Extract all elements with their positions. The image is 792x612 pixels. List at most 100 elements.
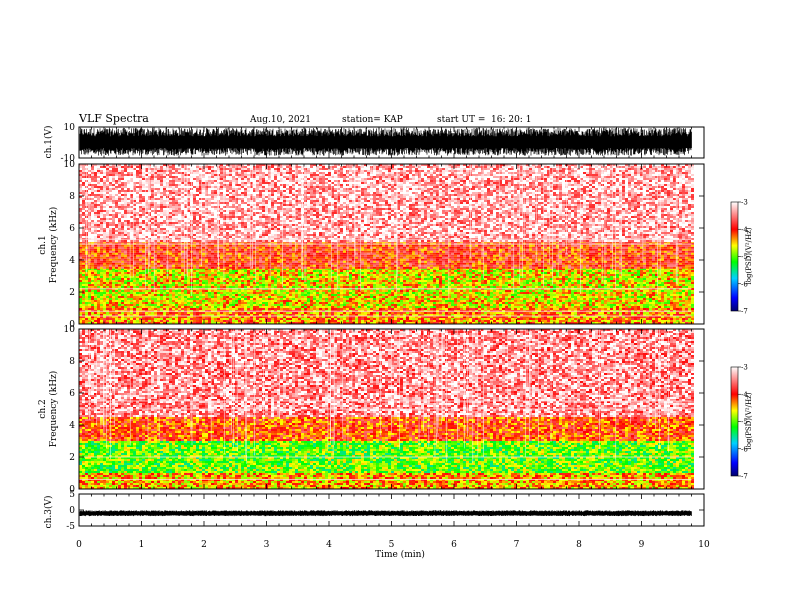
- ch1-spec-cell: [274, 282, 277, 284]
- ch1-spec-cell: [667, 268, 670, 270]
- ch1-spec-cell: [256, 272, 259, 274]
- ch1-spec-cell: [688, 282, 691, 284]
- ch1-spec-cell: [334, 272, 337, 274]
- ch1-spec-cell: [169, 280, 172, 282]
- ch1-spec-cell: [448, 296, 451, 298]
- ch1-spec-cell: [199, 296, 202, 298]
- ch1-spec-cell: [142, 282, 145, 284]
- ch1-spec-cell: [196, 284, 199, 286]
- ch1-spec-cell: [649, 316, 652, 318]
- ch1-spec-cell: [283, 290, 286, 292]
- ch1-spec-cell: [532, 278, 535, 280]
- ch1-spec-cell: [316, 320, 319, 322]
- ch1-spec-cell: [340, 270, 343, 272]
- ch1-spec-cell: [652, 290, 655, 292]
- ch1-spec-cell: [640, 268, 643, 270]
- ch1-spec-cell: [574, 314, 577, 316]
- ch1-spec-cell: [238, 320, 241, 322]
- ch1-spec-cell: [514, 298, 517, 300]
- ch1-spec-cell: [364, 298, 367, 300]
- ch1-spec-cell: [217, 272, 220, 274]
- ch1-spec-cell: [493, 292, 496, 294]
- ch1-spec-cell: [604, 290, 607, 292]
- ch1-spec-cell: [622, 280, 625, 282]
- ch1-spec-cell: [238, 296, 241, 298]
- ch1-spec-cell: [436, 296, 439, 298]
- ch1-spec-cell: [475, 290, 478, 292]
- ch1-spec-cell: [316, 298, 319, 300]
- ch1-spec-cell: [682, 296, 685, 298]
- ch1-spec-cell: [400, 308, 403, 310]
- ch1-spec-cell: [583, 290, 586, 292]
- ch1-spec-cell: [655, 268, 658, 270]
- ch1-spec-cell: [532, 280, 535, 282]
- ch1-spec-cell: [526, 276, 529, 278]
- ch1-spec-cell: [637, 318, 640, 320]
- ch1-spec-cell: [436, 270, 439, 272]
- ch1-spec-cell: [547, 290, 550, 292]
- ch1-spec-cell: [505, 312, 508, 314]
- ch1-spec-cell: [544, 270, 547, 272]
- ch1-spec-cell: [508, 312, 511, 314]
- ch1-spec-cell: [352, 268, 355, 270]
- ch1-spec-cell: [388, 294, 391, 296]
- ch1-spec-cell: [469, 296, 472, 298]
- ch1-spec-cell: [658, 272, 661, 274]
- ch1-spec-cell: [514, 286, 517, 288]
- ch1-spec-cell: [475, 318, 478, 320]
- ch1-spec-cell: [412, 278, 415, 280]
- ch1-spec-cell: [478, 296, 481, 298]
- ch1-spec-cell: [253, 294, 256, 296]
- ch1-spec-cell: [292, 276, 295, 278]
- ch1-spec-cell: [490, 320, 493, 322]
- ch1-spec-cell: [163, 298, 166, 300]
- ch1-spec-cell: [613, 270, 616, 272]
- ch1-spec-cell: [478, 276, 481, 278]
- ch1-spec-cell: [262, 312, 265, 314]
- ch1-spec-cell: [385, 294, 388, 296]
- ch1-spec-cell: [559, 318, 562, 320]
- ch1-spec-cell: [175, 284, 178, 286]
- ch1-spec-cell: [457, 290, 460, 292]
- ch1-spec-cell: [331, 276, 334, 278]
- ch1-spec-cell: [94, 292, 97, 294]
- ch1-spec-cell: [466, 292, 469, 294]
- ch1-spec-cell: [214, 320, 217, 322]
- ch1-spec-cell: [493, 322, 496, 324]
- ch1-spec-cell: [115, 280, 118, 282]
- ch1-spec-cell: [676, 296, 679, 298]
- ch1-spec-cell: [433, 278, 436, 280]
- ch1-spec-cell: [316, 280, 319, 282]
- ch1-spec-cell: [499, 294, 502, 296]
- ch1-spec-cell: [133, 318, 136, 320]
- ch1-spec-cell: [493, 298, 496, 300]
- ch1-spec-cell: [451, 284, 454, 286]
- ch1-spec-cell: [394, 284, 397, 286]
- ch1-spec-cell: [391, 272, 394, 274]
- ch1-spec-cell: [439, 274, 442, 276]
- ch1-spec-cell: [316, 276, 319, 278]
- ch1-spec-cell: [319, 316, 322, 318]
- ch1-spec-cell: [457, 314, 460, 316]
- ch1-spec-cell: [562, 312, 565, 314]
- ch1-spec-cell: [298, 286, 301, 288]
- ch1-spec-cell: [652, 278, 655, 280]
- ch1-spec-cell: [505, 286, 508, 288]
- ch1-spec-cell: [424, 278, 427, 280]
- ch1-spec-cell: [442, 294, 445, 296]
- ch1-spec-cell: [226, 294, 229, 296]
- ch1-spec-cell: [154, 318, 157, 320]
- ch1-spec-cell: [337, 290, 340, 292]
- ch1-spec-cell: [217, 284, 220, 286]
- ch1-spec-cell: [439, 272, 442, 274]
- ch1-spec-cell: [379, 320, 382, 322]
- ch1-spec-cell: [316, 268, 319, 270]
- ch1-spec-cell: [310, 274, 313, 276]
- ch1-spec-cell: [217, 282, 220, 284]
- ch1-spec-cell: [370, 318, 373, 320]
- ch1-spec-cell: [373, 296, 376, 298]
- ch1-spec-cell: [133, 282, 136, 284]
- ch1-spec-cell: [172, 278, 175, 280]
- ch1-spec-cell: [559, 276, 562, 278]
- ch1-spec-cell: [187, 298, 190, 300]
